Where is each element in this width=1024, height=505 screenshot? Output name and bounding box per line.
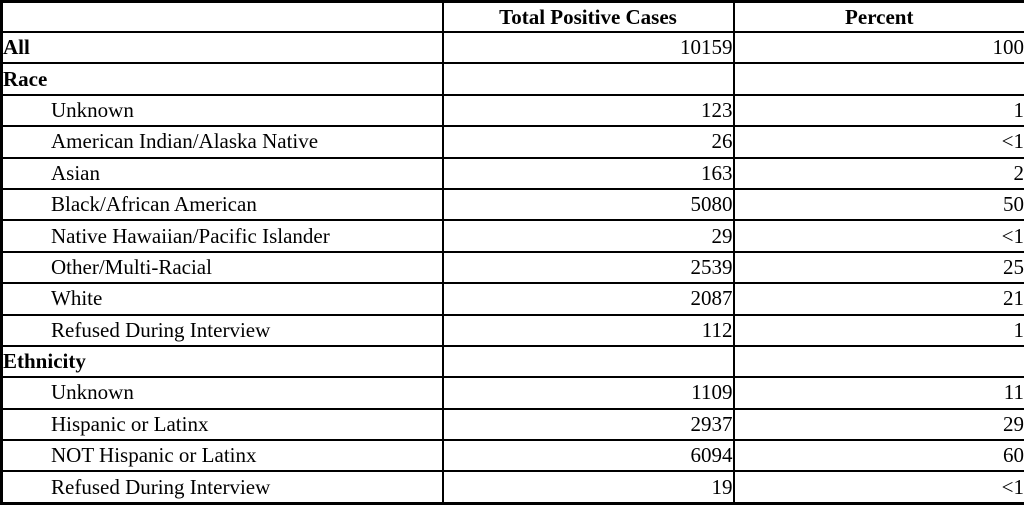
table-row-other-multi-racial: Other/Multi-Racial 2539 25 xyxy=(0,250,1024,285)
total-cases-value: 10159 xyxy=(441,30,735,65)
total-cases-value xyxy=(441,344,735,379)
table-row-ethnicity-refused-during-interview: Refused During Interview 19 <1 xyxy=(0,470,1024,505)
row-label: Asian xyxy=(0,156,444,190)
table-row-native-hawaiian-pacific-islander: Native Hawaiian/Pacific Islander 29 <1 xyxy=(0,219,1024,253)
row-label: Refused During Interview xyxy=(0,313,444,347)
percent-value: 60 xyxy=(732,439,1024,473)
row-label: Hispanic or Latinx xyxy=(0,407,444,442)
table-row-black-african-american: Black/African American 5080 50 xyxy=(0,187,1024,222)
total-cases-value: 26 xyxy=(441,125,735,159)
row-label: Black/African American xyxy=(0,187,444,222)
row-label: Ethnicity xyxy=(0,344,444,379)
total-cases-value: 123 xyxy=(441,93,735,128)
percent-value: 2 xyxy=(732,156,1024,190)
percent-value: <1 xyxy=(732,125,1024,159)
col-header-blank xyxy=(0,0,444,33)
row-label: American Indian/Alaska Native xyxy=(0,125,444,159)
row-label: Refused During Interview xyxy=(0,470,444,505)
table-row-all: All 10159 100 xyxy=(0,30,1024,65)
percent-value: <1 xyxy=(732,470,1024,505)
percent-value: 1 xyxy=(732,313,1024,347)
percent-value: 21 xyxy=(732,282,1024,316)
row-label: NOT Hispanic or Latinx xyxy=(0,439,444,473)
row-label: Unknown xyxy=(0,376,444,410)
percent-value xyxy=(732,344,1024,379)
total-cases-value: 2087 xyxy=(441,282,735,316)
table-row-race-unknown: Unknown 123 1 xyxy=(0,93,1024,128)
percent-value: 100 xyxy=(732,30,1024,65)
total-cases-value: 19 xyxy=(441,470,735,505)
percent-value: 1 xyxy=(732,93,1024,128)
table-row-race-refused-during-interview: Refused During Interview 112 1 xyxy=(0,313,1024,347)
total-cases-value: 29 xyxy=(441,219,735,253)
total-cases-value: 112 xyxy=(441,313,735,347)
total-cases-value: 2937 xyxy=(441,407,735,442)
row-label: Race xyxy=(0,62,444,96)
percent-value: 11 xyxy=(732,376,1024,410)
percent-value: 29 xyxy=(732,407,1024,442)
table-row-hispanic-or-latinx: Hispanic or Latinx 2937 29 xyxy=(0,407,1024,442)
row-label: Other/Multi-Racial xyxy=(0,250,444,285)
row-label: Native Hawaiian/Pacific Islander xyxy=(0,219,444,253)
row-label: All xyxy=(0,30,444,65)
table-row-race-section: Race xyxy=(0,62,1024,96)
percent-value xyxy=(732,62,1024,96)
table-row-american-indian-alaska-native: American Indian/Alaska Native 26 <1 xyxy=(0,125,1024,159)
col-header-total-positive-cases: Total Positive Cases xyxy=(441,0,735,33)
col-header-percent: Percent xyxy=(732,0,1024,33)
total-cases-value: 5080 xyxy=(441,187,735,222)
total-cases-value: 163 xyxy=(441,156,735,190)
table-row-not-hispanic-or-latinx: NOT Hispanic or Latinx 6094 60 xyxy=(0,439,1024,473)
percent-value: <1 xyxy=(732,219,1024,253)
total-cases-value: 2539 xyxy=(441,250,735,285)
table-row-ethnicity-section: Ethnicity xyxy=(0,344,1024,379)
table-row-white: White 2087 21 xyxy=(0,282,1024,316)
total-cases-value: 6094 xyxy=(441,439,735,473)
row-label: White xyxy=(0,282,444,316)
table-row-asian: Asian 163 2 xyxy=(0,156,1024,190)
table-row-ethnicity-unknown: Unknown 1109 11 xyxy=(0,376,1024,410)
row-label: Unknown xyxy=(0,93,444,128)
table-header-row: Total Positive Cases Percent xyxy=(0,0,1024,33)
total-cases-value xyxy=(441,62,735,96)
percent-value: 50 xyxy=(732,187,1024,222)
percent-value: 25 xyxy=(732,250,1024,285)
total-cases-value: 1109 xyxy=(441,376,735,410)
